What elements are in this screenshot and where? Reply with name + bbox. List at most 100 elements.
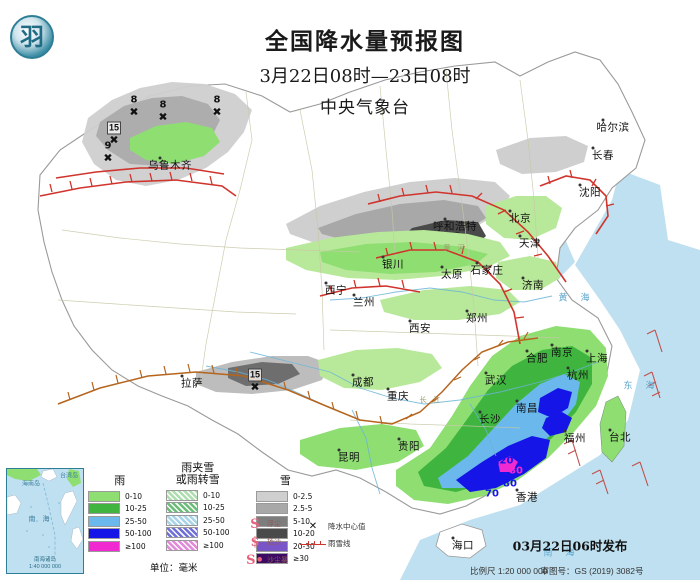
taiwan-island xyxy=(599,395,627,463)
city-dot xyxy=(521,276,525,280)
precip-center-x-icon-1: ✖ xyxy=(158,110,168,124)
city-dot xyxy=(381,255,385,259)
legend-swatch xyxy=(256,490,288,502)
city-label-24: 杭州 xyxy=(567,369,589,382)
sea-label-0: 黄 海 xyxy=(558,292,592,303)
inset-hainan-label: 海南岛 xyxy=(21,481,41,488)
legend-header-line: 或雨转雪 xyxy=(175,474,220,486)
legend-column-1: 雨夹雪 或雨转雪 0-10 10-25 25-50 50-100 ≥100 xyxy=(166,462,230,552)
legend-column-header-2: 雪 xyxy=(256,475,315,487)
legend-range-label: ≥100 xyxy=(125,541,146,551)
legend-range-label: 0-10 xyxy=(203,490,221,500)
city-label-29: 香港 xyxy=(516,491,538,504)
ocean-wind-barbs xyxy=(563,329,663,495)
river-label-1: 长 江 xyxy=(419,397,441,404)
legend-row: 10-20 xyxy=(256,528,315,541)
city-dot xyxy=(601,118,605,122)
city-label-3: 兰州 xyxy=(353,296,375,309)
city-label-0: 乌鲁木齐 xyxy=(148,159,192,172)
rain-snow-line-icon xyxy=(300,540,326,547)
terrain-front-line xyxy=(57,337,539,425)
precip-center-value-0: 8 xyxy=(130,94,138,106)
city-dot xyxy=(351,373,355,377)
rain-area-yunnan xyxy=(300,424,424,470)
city-dot xyxy=(475,261,479,265)
cma-logo-icon: 羽 xyxy=(10,15,54,59)
legend-swatch xyxy=(166,514,198,526)
river-label-0: 黄 河 xyxy=(443,245,465,252)
dust-legend-row-2: S• 沙尘暴 xyxy=(246,551,288,569)
city-label-13: 石家庄 xyxy=(470,264,504,277)
inset-taiwan-label: 台湾岛 xyxy=(59,473,79,480)
city-dot xyxy=(440,265,444,269)
sea-label-1: 东 海 xyxy=(623,380,657,391)
legend-swatch xyxy=(166,502,198,514)
city-dot xyxy=(478,410,482,414)
city-label-30: 海口 xyxy=(452,539,474,552)
precip-center-value-3: 15 xyxy=(106,121,122,135)
legend-column-header-1: 雨夹雪 或雨转雪 xyxy=(166,462,230,486)
city-dot xyxy=(508,209,512,213)
city-label-1: 拉萨 xyxy=(181,377,203,390)
dust-symbol-label-1: 扬沙 xyxy=(267,539,281,546)
rain-area-qinling xyxy=(380,286,520,320)
city-dot xyxy=(397,437,401,441)
legend-row: 25-50 xyxy=(88,515,152,528)
precip-center-label: 降水中心值 xyxy=(328,522,366,531)
precip-center-value-10: 70 xyxy=(544,404,558,416)
legend-range-label: 0-10 xyxy=(125,491,143,501)
snow-area-northeast xyxy=(496,136,588,174)
precip-center-x-icon-5: ✖ xyxy=(250,380,260,394)
legend-precip-center: ✕ 降水中心值 xyxy=(300,518,366,535)
precip-center-value-4: 9 xyxy=(104,140,112,152)
legend-row: 0-10 xyxy=(166,489,230,502)
city-dot xyxy=(563,429,567,433)
legend-swatch xyxy=(166,527,198,539)
city-dot xyxy=(180,374,184,378)
city-label-8: 重庆 xyxy=(387,390,409,403)
legend-row: ≥30 xyxy=(256,553,315,566)
legend-swatch xyxy=(256,528,288,540)
dust-symbol-label-0: 浮尘 xyxy=(267,521,281,528)
map-title-block: 全国降水量预报图 3月22日08时—23日08时 中央气象台 xyxy=(200,22,530,118)
forecast-period: 3月22日08时—23日08时 xyxy=(259,66,471,87)
legend-row: ≥100 xyxy=(88,540,152,553)
city-label-28: 台北 xyxy=(609,431,631,444)
city-dot xyxy=(585,349,589,353)
city-label-19: 哈尔滨 xyxy=(596,121,630,134)
legend-swatch xyxy=(256,540,288,552)
dust-legend-row-0: S 浮尘 xyxy=(246,515,288,533)
legend-row: 25-50 xyxy=(166,514,230,527)
rain-area-extreme-core xyxy=(498,456,518,472)
precip-center-value-8: 80 xyxy=(503,478,517,490)
legend-header-line: 雨夹雪 xyxy=(181,462,215,474)
precip-center-x-icon-2: ✖ xyxy=(212,105,222,119)
sea-label-2: 南 海 xyxy=(543,547,577,558)
legend-swatch xyxy=(88,528,120,540)
dust-symbol-icon-1: $ xyxy=(250,534,260,550)
cma-logo-glyph: 羽 xyxy=(20,22,44,51)
city-label-10: 昆明 xyxy=(338,451,360,464)
dust-symbol-label-2: 沙尘暴 xyxy=(267,557,288,564)
city-label-17: 沈阳 xyxy=(579,186,601,199)
precip-center-value-2: 8 xyxy=(213,94,221,106)
city-label-16: 济南 xyxy=(522,279,544,292)
city-label-4: 银川 xyxy=(382,258,404,271)
city-dot xyxy=(518,234,522,238)
city-dot xyxy=(515,399,519,403)
legend-range-label: 0-2.5 xyxy=(293,491,313,501)
rain-snow-line-barbs xyxy=(49,169,615,319)
precip-center-value-6: 120 xyxy=(492,455,514,467)
precipitation-legend: 雨 0-10 10-25 25-50 50-100 ≥100 雨夹雪 或雨转雪 0-10 10-2… xyxy=(88,462,318,574)
legend-column-header-0: 雨 xyxy=(88,475,152,487)
dust-symbol-icon-2: S• xyxy=(246,552,264,568)
city-label-6: 西安 xyxy=(409,322,431,335)
precip-center-x-icon-3: ✖ xyxy=(109,133,119,147)
legend-units: 单位：毫米 xyxy=(150,563,198,574)
legend-range-label: 2.5-5 xyxy=(293,504,313,514)
legend-row: 10-25 xyxy=(88,503,152,516)
legend-swatch xyxy=(256,503,288,515)
legend-row: 0-2.5 xyxy=(256,490,315,503)
